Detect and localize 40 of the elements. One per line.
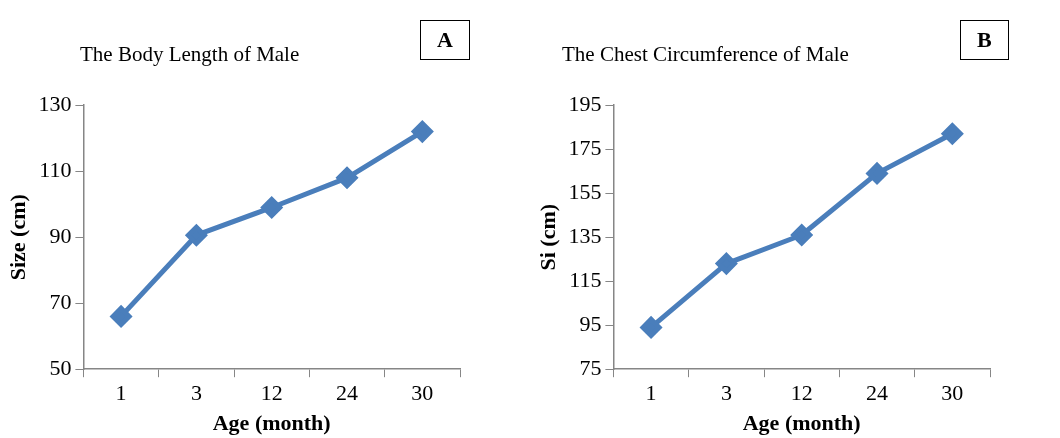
y-tick-label: 130 bbox=[38, 90, 72, 116]
chart-title: The Body Length of Male bbox=[80, 42, 300, 67]
y-axis-title: Size (cm) bbox=[4, 194, 30, 281]
y-tick-label: 110 bbox=[39, 156, 72, 182]
chart-title: The Chest Circumference of Male bbox=[562, 42, 849, 67]
x-tick-label: 1 bbox=[115, 380, 127, 406]
y-tick-label: 115 bbox=[569, 266, 602, 292]
y-tick-label: 135 bbox=[568, 222, 602, 248]
point bbox=[261, 197, 283, 218]
point bbox=[185, 224, 207, 246]
x-tick-label: 12 bbox=[790, 380, 813, 406]
y-tick-label: 155 bbox=[568, 178, 602, 204]
text: B bbox=[960, 20, 1009, 60]
y-tick-label: 90 bbox=[49, 222, 72, 248]
point bbox=[336, 167, 358, 189]
y-tick-label: 175 bbox=[568, 134, 602, 160]
point bbox=[941, 123, 963, 145]
y-axis-title: Si (cm) bbox=[534, 203, 560, 271]
x-tick-label: 30 bbox=[941, 380, 964, 406]
x-tick-label: 1 bbox=[645, 380, 657, 406]
x-tick-label: 12 bbox=[260, 380, 283, 406]
point bbox=[640, 316, 662, 338]
x-tick-label: 3 bbox=[190, 380, 202, 406]
x-tick-label: 3 bbox=[720, 380, 732, 406]
x-tick-label: 24 bbox=[866, 380, 889, 406]
point bbox=[110, 305, 132, 327]
point bbox=[866, 162, 888, 184]
x-axis-title: Age (month) bbox=[742, 410, 861, 436]
point bbox=[791, 224, 813, 246]
text: A bbox=[420, 20, 470, 60]
y-tick-label: 70 bbox=[49, 288, 72, 314]
x-tick-label: 30 bbox=[411, 380, 434, 406]
x-tick-label: 24 bbox=[336, 380, 359, 406]
point bbox=[411, 121, 433, 143]
x-axis-title: Age (month) bbox=[212, 410, 331, 436]
y-tick-label: 195 bbox=[568, 90, 602, 116]
point bbox=[715, 253, 737, 275]
y-tick-label: 95 bbox=[579, 310, 602, 336]
y-tick-label: 50 bbox=[49, 354, 72, 380]
y-tick-label: 75 bbox=[579, 354, 602, 380]
